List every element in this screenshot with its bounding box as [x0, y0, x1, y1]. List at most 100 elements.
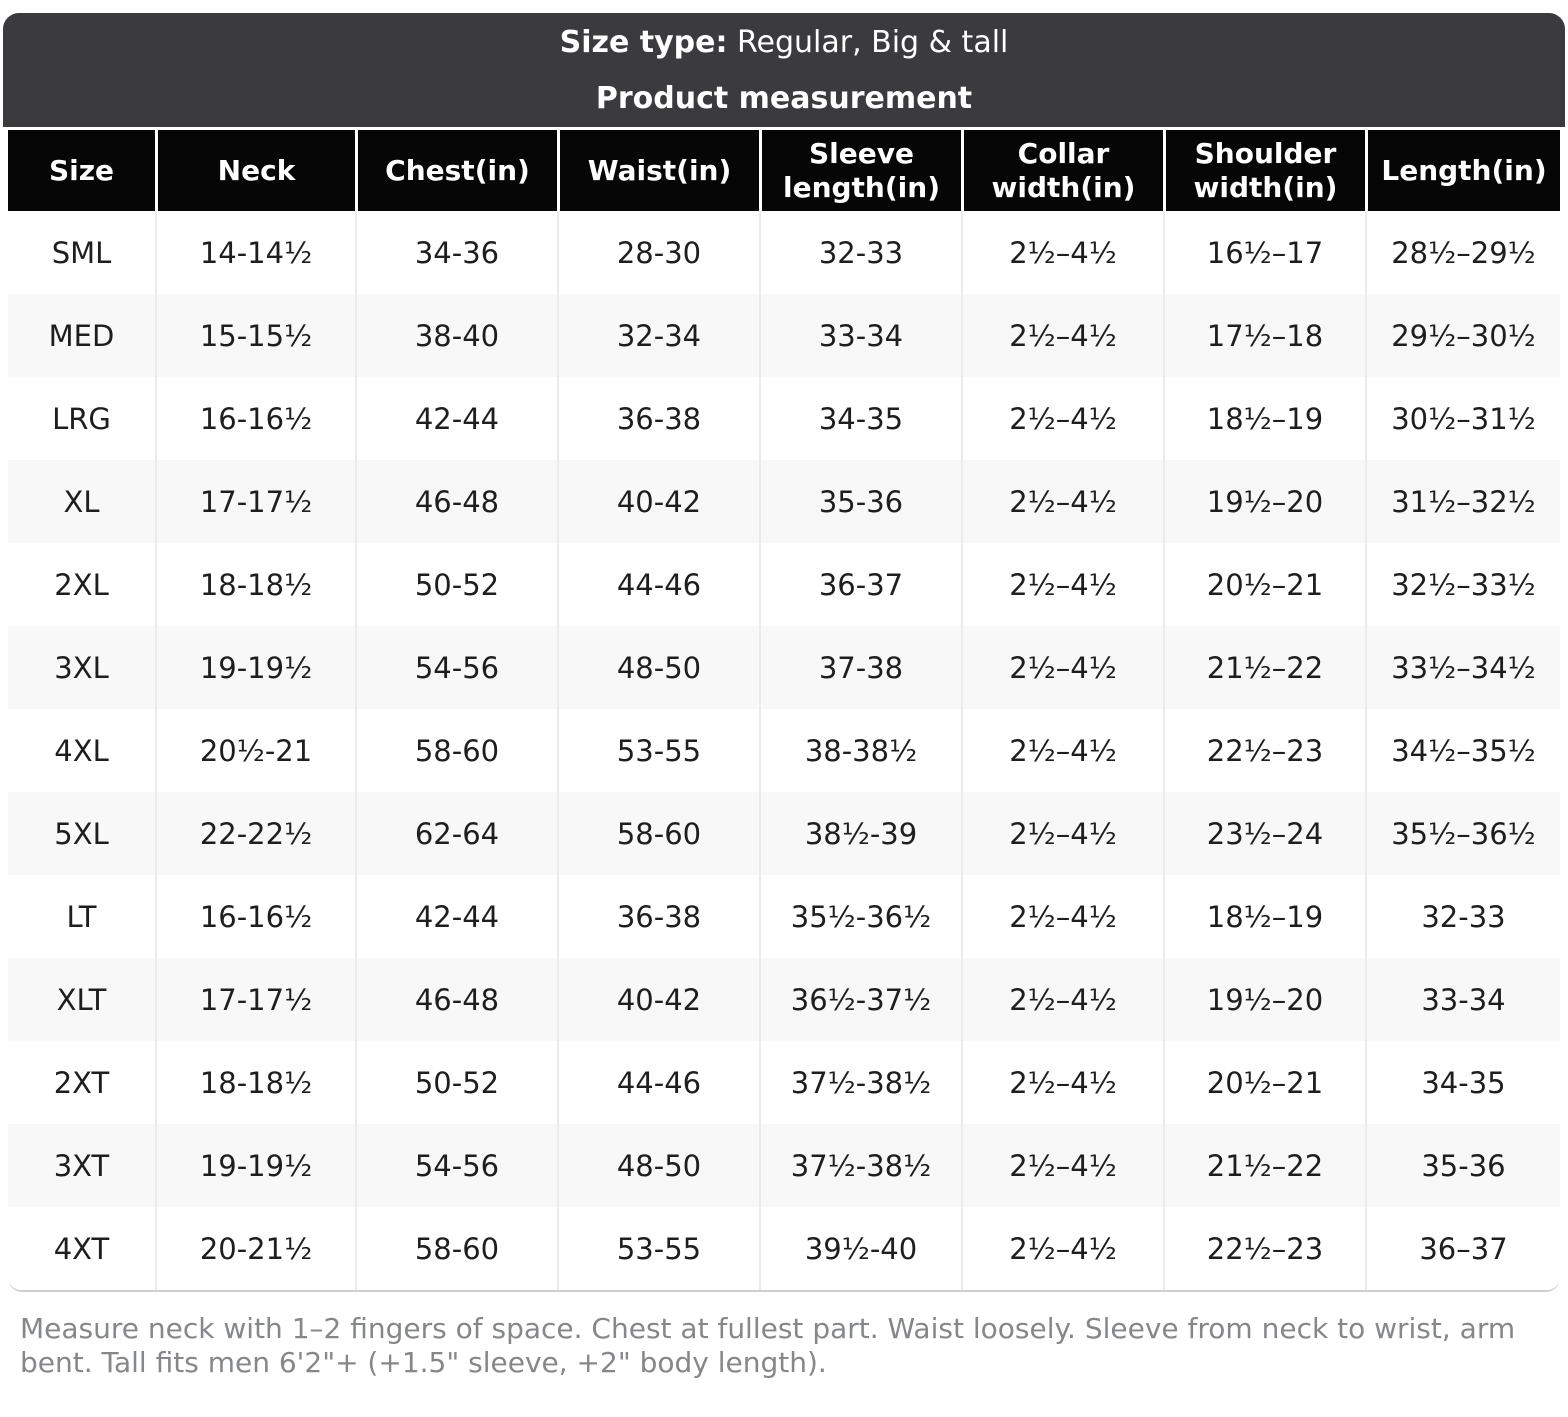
- column-header-collar-width-in: Collar width(in): [961, 130, 1163, 211]
- column-header-waist-in: Waist(in): [557, 130, 759, 211]
- size-chart-body: SML 14-14½ 34-36 28-30 32-33 2½–4½ 16½–17 28½–2…: [8, 211, 1560, 1290]
- table-row-5xl: 5XL 22-22½ 62-64 58-60 38½-39 2½–4½ 23½–24 35½–…: [8, 792, 1560, 875]
- measurement-cell: 29½–30½: [1365, 294, 1560, 377]
- measurement-cell: 22½–23: [1163, 709, 1365, 792]
- size-type-bar: Size type: Regular, Big & tall Product m…: [3, 13, 1565, 127]
- measurement-cell: 22½–23: [1163, 1207, 1365, 1290]
- measurement-cell: 2½–4½: [961, 294, 1163, 377]
- measurement-cell: 35½-36½: [759, 875, 961, 958]
- size-cell: 2XT: [8, 1041, 155, 1124]
- measurement-cell: 34½–35½: [1365, 709, 1560, 792]
- size-cell: LRG: [8, 377, 155, 460]
- measurement-cell: 20½–21: [1163, 543, 1365, 626]
- measurement-cell: 33-34: [1365, 958, 1560, 1041]
- table-row-2xl: 2XL 18-18½ 50-52 44-46 36-37 2½–4½ 20½–21 32½–3…: [8, 543, 1560, 626]
- measurement-cell: 50-52: [355, 543, 557, 626]
- measurement-cell: 42-44: [355, 377, 557, 460]
- measurement-cell: 19½–20: [1163, 460, 1365, 543]
- size-cell: 3XL: [8, 626, 155, 709]
- measurement-cell: 2½–4½: [961, 1124, 1163, 1207]
- measurement-cell: 22-22½: [155, 792, 355, 875]
- measurement-cell: 2½–4½: [961, 958, 1163, 1041]
- table-row-3xt: 3XT 19-19½ 54-56 48-50 37½-38½ 2½–4½ 21½–22 35-…: [8, 1124, 1560, 1207]
- measurement-cell: 23½–24: [1163, 792, 1365, 875]
- measurement-cell: 14-14½: [155, 211, 355, 294]
- measurement-cell: 54-56: [355, 626, 557, 709]
- measurement-cell: 58-60: [355, 709, 557, 792]
- measurement-cell: 2½–4½: [961, 792, 1163, 875]
- measurement-cell: 19-19½: [155, 1124, 355, 1207]
- measurement-cell: 2½–4½: [961, 626, 1163, 709]
- size-cell: LT: [8, 875, 155, 958]
- measurement-cell: 17½–18: [1163, 294, 1365, 377]
- product-measurement-title: Product measurement: [595, 81, 973, 116]
- measurement-cell: 37-38: [759, 626, 961, 709]
- measurement-cell: 58-60: [557, 792, 759, 875]
- column-header-length-in: Length(in): [1365, 130, 1560, 211]
- measurement-cell: 28-30: [557, 211, 759, 294]
- measurement-cell: 18-18½: [155, 1041, 355, 1124]
- measurement-cell: 20½-21: [155, 709, 355, 792]
- measurement-cell: 16½–17: [1163, 211, 1365, 294]
- measurement-cell: 46-48: [355, 460, 557, 543]
- measurement-cell: 18-18½: [155, 543, 355, 626]
- measurement-cell: 36½-37½: [759, 958, 961, 1041]
- measurement-cell: 2½–4½: [961, 709, 1163, 792]
- table-row-2xt: 2XT 18-18½ 50-52 44-46 37½-38½ 2½–4½ 20½–21 34-…: [8, 1041, 1560, 1124]
- measurement-cell: 42-44: [355, 875, 557, 958]
- measurement-cell: 39½-40: [759, 1207, 961, 1290]
- table-row-xl: XL 17-17½ 46-48 40-42 35-36 2½–4½ 19½–20 31½–32…: [8, 460, 1560, 543]
- column-header-neck: Neck: [155, 130, 355, 211]
- measurement-cell: 28½–29½: [1365, 211, 1560, 294]
- measurement-cell: 18½–19: [1163, 377, 1365, 460]
- measurement-cell: 54-56: [355, 1124, 557, 1207]
- header-row: Size Neck Chest(in) Waist(in) Sleeve length(…: [8, 130, 1560, 211]
- measurement-cell: 18½–19: [1163, 875, 1365, 958]
- measurement-cell: 38½-39: [759, 792, 961, 875]
- size-cell: 4XL: [8, 709, 155, 792]
- size-type-line: Size type: Regular, Big & tall: [3, 22, 1565, 64]
- measurement-note: Measure neck with 1–2 fingers of space. …: [20, 1312, 1516, 1379]
- measurement-cell: 30½–31½: [1365, 377, 1560, 460]
- measurement-cell: 2½–4½: [961, 211, 1163, 294]
- measurement-cell: 32½–33½: [1365, 543, 1560, 626]
- table-row-4xl: 4XL 20½-21 58-60 53-55 38-38½ 2½–4½ 22½–23 34½–…: [8, 709, 1560, 792]
- measurement-cell: 46-48: [355, 958, 557, 1041]
- size-cell: SML: [8, 211, 155, 294]
- column-header-sleeve-length-in: Sleeve length(in): [759, 130, 961, 211]
- measurement-cell: 16-16½: [155, 875, 355, 958]
- measurement-cell: 58-60: [355, 1207, 557, 1290]
- column-header-chest-in: Chest(in): [355, 130, 557, 211]
- measurement-cell: 40-42: [557, 460, 759, 543]
- size-chart-header: Size Neck Chest(in) Waist(in) Sleeve length(…: [8, 130, 1560, 211]
- measurement-cell: 37½-38½: [759, 1124, 961, 1207]
- measurement-cell: 35-36: [1365, 1124, 1560, 1207]
- measurement-cell: 36–37: [1365, 1207, 1560, 1290]
- measurement-cell: 34-35: [759, 377, 961, 460]
- size-cell: 4XT: [8, 1207, 155, 1290]
- measurement-cell: 2½–4½: [961, 1207, 1163, 1290]
- measurement-cell: 36-37: [759, 543, 961, 626]
- measurement-cell: 36-38: [557, 377, 759, 460]
- measurement-cell: 2½–4½: [961, 875, 1163, 958]
- measurement-cell: 19½–20: [1163, 958, 1365, 1041]
- column-header-size: Size: [8, 130, 155, 211]
- measurement-cell: 37½-38½: [759, 1041, 961, 1124]
- measurement-cell: 53-55: [557, 1207, 759, 1290]
- measurement-cell: 32-34: [557, 294, 759, 377]
- measurement-cell: 62-64: [355, 792, 557, 875]
- measurement-cell: 20-21½: [155, 1207, 355, 1290]
- measurement-cell: 48-50: [557, 626, 759, 709]
- size-chart-container: Size Neck Chest(in) Waist(in) Sleeve length(…: [8, 130, 1560, 1292]
- measurement-cell: 48-50: [557, 1124, 759, 1207]
- measurement-cell: 21½–22: [1163, 626, 1365, 709]
- size-type-label: Size type:: [559, 25, 728, 60]
- size-cell: 3XT: [8, 1124, 155, 1207]
- measurement-cell: 20½–21: [1163, 1041, 1365, 1124]
- measurement-cell: 34-35: [1365, 1041, 1560, 1124]
- measurement-cell: 38-38½: [759, 709, 961, 792]
- measurement-cell: 17-17½: [155, 958, 355, 1041]
- measurement-cell: 44-46: [557, 543, 759, 626]
- measurement-cell: 35½–36½: [1365, 792, 1560, 875]
- size-cell: 5XL: [8, 792, 155, 875]
